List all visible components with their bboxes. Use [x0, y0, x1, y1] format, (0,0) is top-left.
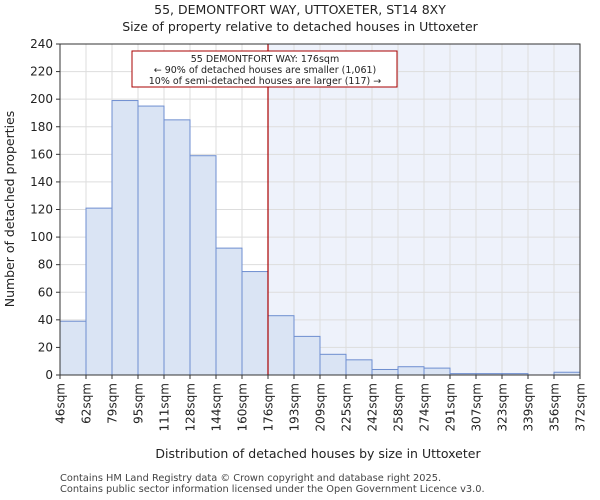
bar-193sqm [293, 335, 321, 376]
x-tick-label: 258sqm [392, 383, 406, 431]
x-tick-label: 209sqm [314, 383, 328, 431]
x-tick-label: 274sqm [418, 383, 432, 431]
annotation-line-2: ← 90% of detached houses are smaller (1,… [154, 65, 377, 76]
footer-line-1: Contains HM Land Registry data © Crown c… [60, 473, 442, 484]
annotation-line-1: 55 DEMONTFORT WAY: 176sqm [191, 54, 339, 65]
bar-209sqm [319, 353, 347, 376]
x-tick-label: 46sqm [54, 383, 68, 424]
bar-258sqm [397, 366, 425, 376]
y-tick-label: 100 [30, 230, 53, 244]
y-tick-label: 140 [30, 175, 53, 189]
bar-225sqm [345, 359, 373, 376]
y-tick-label: 180 [30, 120, 53, 134]
y-tick-label: 20 [38, 340, 53, 354]
x-tick-label: 372sqm [574, 383, 588, 431]
y-tick-label: 120 [30, 203, 53, 217]
footer-line-2: Contains public sector information licen… [60, 484, 485, 495]
y-axis-label: Number of detached properties [2, 111, 17, 308]
x-tick-label: 242sqm [366, 383, 380, 431]
bar-46sqm [59, 320, 87, 376]
y-tick-label: 200 [30, 92, 53, 106]
bar-128sqm [189, 155, 217, 376]
x-tick-label: 160sqm [236, 383, 250, 431]
x-tick-label: 144sqm [210, 383, 224, 431]
y-tick-label: 60 [38, 285, 53, 299]
y-tick-label: 80 [38, 258, 53, 272]
annotation-line-3: 10% of semi-detached houses are larger (… [149, 76, 382, 87]
bar-79sqm [111, 100, 139, 376]
bar-111sqm [163, 119, 191, 376]
y-tick-label: 220 [30, 65, 53, 79]
bar-242sqm [371, 368, 399, 376]
x-tick-label: 62sqm [80, 383, 94, 424]
x-tick-label: 95sqm [132, 383, 146, 424]
bar-160sqm [241, 271, 269, 376]
chart-title: 55, DEMONTFORT WAY, UTTOXETER, ST14 8XY [154, 2, 446, 17]
x-tick-label: 79sqm [106, 383, 120, 424]
x-tick-label: 291sqm [444, 383, 458, 431]
x-tick-label: 193sqm [288, 383, 302, 431]
y-tick-label: 160 [30, 147, 53, 161]
y-tick-label: 0 [45, 368, 53, 382]
bar-95sqm [137, 105, 165, 376]
bar-144sqm [215, 247, 243, 376]
bar-176sqm [267, 315, 295, 376]
annotation-box: 55 DEMONTFORT WAY: 176sqm ← 90% of detac… [131, 50, 398, 88]
bar-274sqm [423, 367, 451, 376]
x-tick-label: 339sqm [522, 383, 536, 431]
bar-62sqm [85, 207, 113, 376]
x-tick-label: 111sqm [158, 383, 172, 431]
x-tick-label: 323sqm [496, 383, 510, 431]
x-tick-label: 225sqm [340, 383, 354, 431]
x-tick-label: 128sqm [184, 383, 198, 431]
x-tick-label: 307sqm [470, 383, 484, 431]
x-axis-label: Distribution of detached houses by size … [155, 446, 481, 461]
x-tick-label: 356sqm [548, 383, 562, 431]
y-tick-label: 40 [38, 313, 53, 327]
x-tick-label: 176sqm [262, 383, 276, 431]
chart-subtitle: Size of property relative to detached ho… [122, 19, 478, 34]
y-tick-label: 240 [30, 37, 53, 51]
